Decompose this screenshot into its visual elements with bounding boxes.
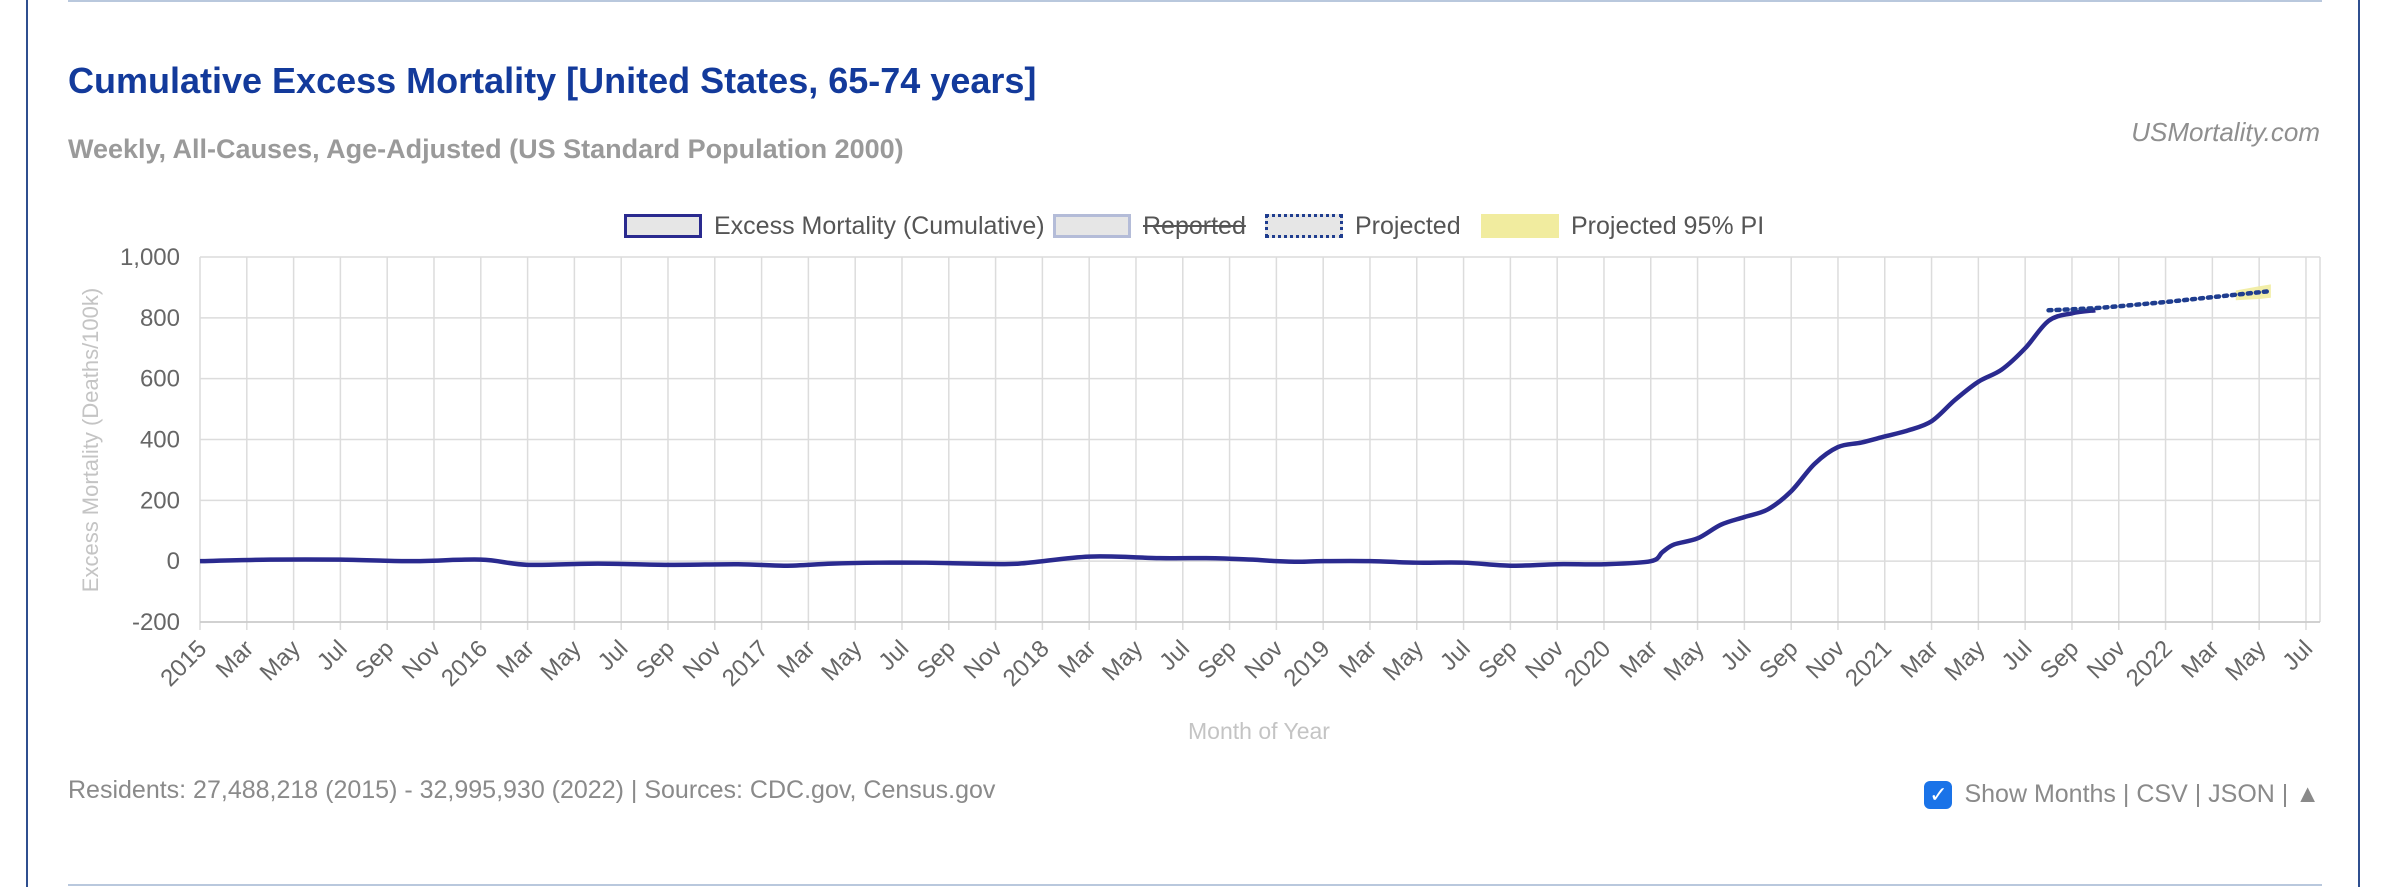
chart-legend: Excess Mortality (Cumulative) Reported P…	[0, 206, 2388, 246]
x-tick-label: 2018	[998, 635, 1055, 692]
footer-separator: |	[2122, 780, 2130, 808]
x-tick-label: Mar	[772, 635, 820, 683]
y-axis-label: Excess Mortality (Deaths/100k)	[78, 288, 103, 592]
x-tick-label: 2017	[717, 635, 774, 692]
x-tick-label: Sep	[912, 635, 961, 684]
x-tick-label: May	[1097, 635, 1148, 686]
x-tick-label: Jul	[1997, 635, 2038, 676]
legend-label-projected-pi: Projected 95% PI	[1571, 211, 1765, 240]
x-tick-label: 2016	[436, 635, 493, 692]
show-months-checkbox[interactable]: ✓	[1924, 780, 1953, 809]
legend-item-projected-pi[interactable]: Projected 95% PI	[1481, 206, 1764, 246]
series-line-projected	[2046, 288, 2274, 313]
x-tick-label: Sep	[2035, 635, 2084, 684]
json-link[interactable]: JSON	[2208, 780, 2275, 808]
y-tick-label: 400	[140, 427, 180, 454]
grid-layer	[199, 256, 2321, 630]
x-tick-label: 2019	[1279, 635, 1336, 692]
x-tick-label: 2021	[1840, 635, 1897, 692]
x-tick-label: Nov	[959, 635, 1008, 684]
x-tick-label: 2020	[1559, 635, 1616, 692]
x-tick-label: Sep	[1473, 635, 1522, 684]
x-tick-label: Nov	[397, 635, 446, 684]
pi-band-layer	[2235, 284, 2271, 301]
x-tick-label: Sep	[1754, 635, 1803, 684]
legend-swatch-projected-pi	[1481, 214, 1559, 238]
legend-swatch-cumulative	[624, 214, 702, 238]
x-tick-label: Jul	[1716, 635, 1757, 676]
x-tick-label: 2022	[2121, 635, 2178, 692]
x-tick-label: Mar	[492, 635, 540, 683]
x-tick-label: May	[1378, 635, 1429, 686]
series-layer	[199, 288, 2274, 568]
x-tick-label: May	[1659, 635, 1710, 686]
footer-residents-sources: Residents: 27,488,218 (2015) - 32,995,93…	[68, 776, 996, 804]
x-tick-label: May	[816, 635, 867, 686]
x-tick-label: May	[2220, 635, 2271, 686]
scroll-top-icon[interactable]: ▲	[2295, 780, 2320, 808]
x-tick-label: Sep	[1193, 635, 1242, 684]
y-tick-label: 1,000	[120, 244, 180, 271]
legend-item-cumulative[interactable]: Excess Mortality (Cumulative)	[624, 206, 1045, 246]
chart-title: Cumulative Excess Mortality [United Stat…	[68, 60, 1037, 101]
legend-item-reported[interactable]: Reported	[1053, 206, 1246, 246]
x-tick-label: May	[255, 635, 306, 686]
y-tick-label: 200	[140, 487, 180, 514]
bottom-divider	[68, 884, 2322, 886]
y-tick-label: 600	[140, 366, 180, 393]
x-tick-label: Mar	[2176, 635, 2224, 683]
x-tick-label: Mar	[211, 635, 259, 683]
show-months-label[interactable]: Show Months	[1964, 780, 2116, 808]
x-tick-label: Jul	[2277, 635, 2318, 676]
y-tick-label: -200	[132, 609, 180, 636]
csv-link[interactable]: CSV	[2136, 780, 2188, 808]
chart-card-frame	[26, 0, 2360, 887]
top-divider	[68, 0, 2322, 2]
legend-label-cumulative: Excess Mortality (Cumulative)	[714, 211, 1045, 240]
x-tick-label: Jul	[1154, 635, 1195, 676]
source-watermark: USMortality.com	[2131, 117, 2320, 147]
y-tick-label: 800	[140, 305, 180, 332]
x-tick-label: Sep	[350, 635, 399, 684]
x-tick-label: 2015	[155, 635, 212, 692]
legend-label-reported: Reported	[1143, 211, 1246, 240]
legend-item-projected[interactable]: Projected	[1265, 206, 1461, 246]
x-tick-label: May	[1939, 635, 1990, 686]
x-tick-label: Sep	[631, 635, 680, 684]
series-band-projected-pi	[2235, 284, 2271, 301]
x-tick-label: Mar	[1334, 635, 1382, 683]
x-tick-label: Nov	[1801, 635, 1850, 684]
x-tick-label: Nov	[1239, 635, 1288, 684]
x-axis-label: Month of Year	[1188, 718, 1330, 744]
x-tick-label: Mar	[1053, 635, 1101, 683]
chart-subtitle: Weekly, All-Causes, Age-Adjusted (US Sta…	[68, 134, 904, 164]
footer-separator: |	[2194, 780, 2202, 808]
x-tick-label: Jul	[873, 635, 914, 676]
y-tick-label: 0	[167, 548, 180, 575]
legend-swatch-projected	[1265, 214, 1343, 238]
y-tick-labels: 1,000 800 600 400 200 0 -200	[120, 244, 180, 636]
x-tick-label: Mar	[1895, 635, 1943, 683]
x-tick-label: Jul	[1435, 635, 1476, 676]
legend-swatch-reported	[1053, 214, 1131, 238]
x-tick-label: Jul	[312, 635, 353, 676]
x-tick-label: May	[535, 635, 586, 686]
x-tick-label: Nov	[1520, 635, 1569, 684]
x-tick-label: Jul	[593, 635, 634, 676]
footer-separator: |	[2281, 780, 2289, 808]
footer-controls: ✓ Show Months | CSV | JSON | ▲	[1924, 780, 2320, 809]
x-tick-label: Nov	[2082, 635, 2131, 684]
x-tick-label: Nov	[678, 635, 727, 684]
x-tick-label: Mar	[1615, 635, 1663, 683]
legend-label-projected: Projected	[1355, 211, 1461, 240]
series-line-cumulative	[199, 307, 2096, 568]
